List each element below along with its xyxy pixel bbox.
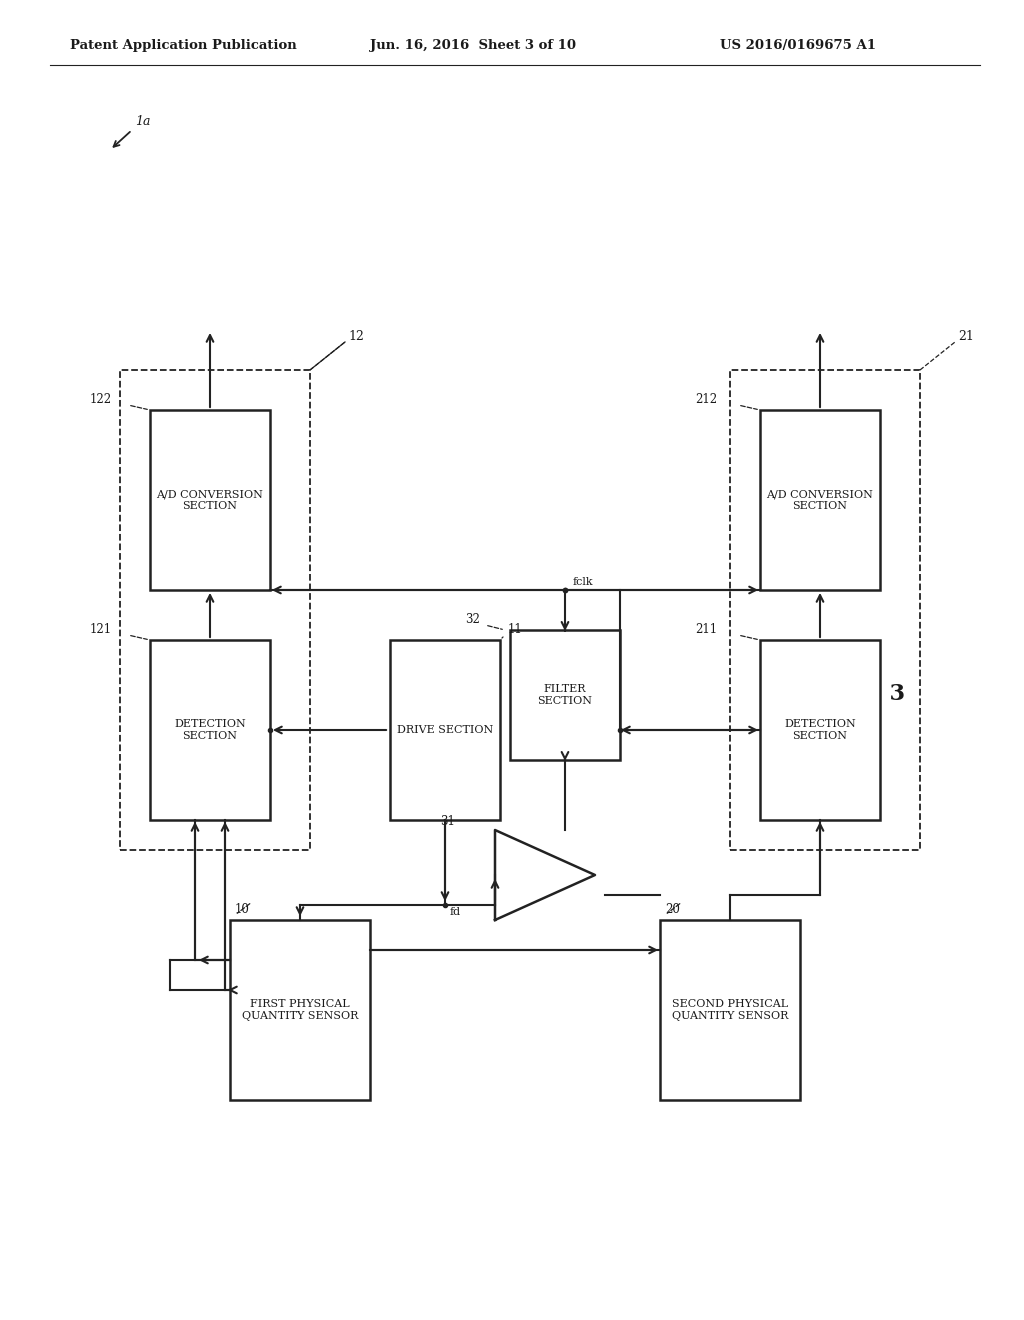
- Text: 20: 20: [665, 903, 680, 916]
- Text: Patent Application Publication: Patent Application Publication: [70, 38, 297, 51]
- Text: 11: 11: [508, 623, 522, 636]
- Text: FIRST PHYSICAL
QUANTITY SENSOR: FIRST PHYSICAL QUANTITY SENSOR: [242, 999, 358, 1020]
- Text: A/D CONVERSION
SECTION: A/D CONVERSION SECTION: [767, 490, 873, 511]
- Text: Jun. 16, 2016  Sheet 3 of 10: Jun. 16, 2016 Sheet 3 of 10: [370, 38, 575, 51]
- Text: SECOND PHYSICAL
QUANTITY SENSOR: SECOND PHYSICAL QUANTITY SENSOR: [672, 999, 788, 1020]
- Bar: [730, 370, 920, 850]
- Text: fd: fd: [450, 907, 461, 917]
- Text: DRIVE SECTION: DRIVE SECTION: [397, 725, 494, 735]
- Text: 211: 211: [695, 623, 717, 636]
- Text: 212: 212: [695, 393, 717, 407]
- Text: 121: 121: [90, 623, 112, 636]
- Text: 12: 12: [348, 330, 364, 343]
- Bar: [760, 640, 880, 820]
- Text: 10: 10: [234, 903, 250, 916]
- Text: 1a: 1a: [135, 115, 151, 128]
- Bar: [120, 370, 310, 850]
- Bar: [150, 640, 270, 820]
- Bar: [660, 920, 800, 1100]
- Text: 31: 31: [440, 814, 455, 828]
- Text: 32: 32: [465, 612, 480, 626]
- Text: DETECTION
SECTION: DETECTION SECTION: [174, 719, 246, 741]
- Text: FILTER
SECTION: FILTER SECTION: [538, 684, 593, 706]
- Bar: [510, 630, 620, 760]
- Bar: [150, 411, 270, 590]
- Bar: [390, 640, 500, 820]
- Text: US 2016/0169675 A1: US 2016/0169675 A1: [720, 38, 876, 51]
- Text: FIG. 3: FIG. 3: [830, 682, 905, 705]
- Text: DETECTION
SECTION: DETECTION SECTION: [784, 719, 856, 741]
- Bar: [760, 411, 880, 590]
- Text: 122: 122: [90, 393, 112, 407]
- Bar: [230, 920, 370, 1100]
- Text: 21: 21: [958, 330, 974, 343]
- Text: A/D CONVERSION
SECTION: A/D CONVERSION SECTION: [157, 490, 263, 511]
- Text: fclk: fclk: [573, 577, 594, 587]
